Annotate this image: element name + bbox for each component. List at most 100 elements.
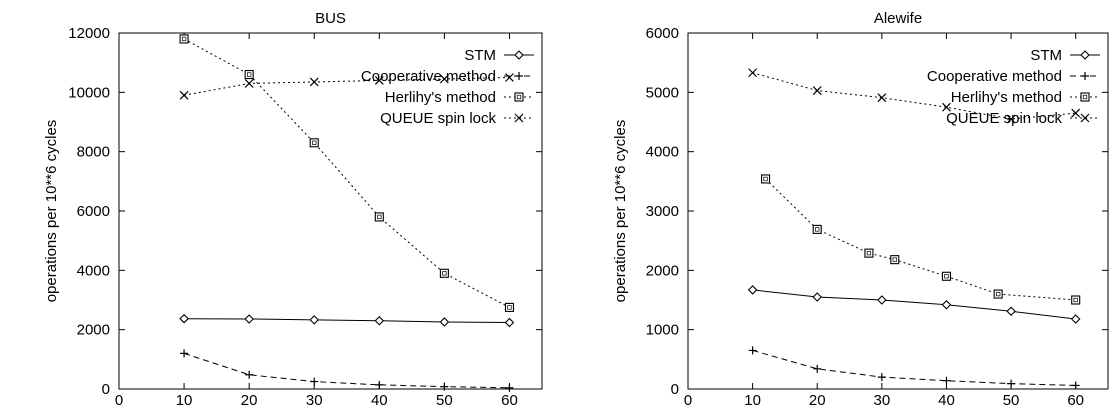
y-tick-label: 2000 bbox=[77, 322, 110, 339]
data-point bbox=[877, 295, 887, 305]
legend-label: Herlihy's method bbox=[385, 89, 496, 106]
data-point bbox=[812, 86, 822, 95]
y-tick-label: 0 bbox=[102, 381, 110, 398]
series-1 bbox=[179, 313, 515, 328]
series-line bbox=[184, 318, 510, 324]
legend-marker bbox=[1080, 50, 1090, 60]
series-4 bbox=[179, 73, 514, 100]
y-tick-label: 3000 bbox=[646, 203, 679, 220]
y-tick-label: 0 bbox=[671, 381, 679, 398]
legend: STM Cooperative method Herlihy's method QUE… bbox=[927, 47, 1100, 127]
data-point bbox=[942, 376, 951, 385]
x-tick-label: 20 bbox=[809, 392, 826, 409]
data-point bbox=[179, 313, 189, 324]
x-tick-label: 60 bbox=[501, 392, 518, 409]
x-tick-label: 50 bbox=[436, 392, 453, 409]
legend-marker bbox=[1081, 72, 1089, 80]
legend-label: QUEUE spin lock bbox=[380, 110, 496, 127]
chart-title: Alewife bbox=[874, 10, 922, 27]
y-tick-label: 10000 bbox=[68, 84, 110, 101]
legend-marker bbox=[515, 72, 523, 80]
x-tick-label: 20 bbox=[241, 392, 258, 409]
data-point bbox=[179, 90, 189, 100]
x-tick-label: 40 bbox=[371, 392, 388, 409]
legend-label: STM bbox=[1030, 47, 1062, 64]
data-point bbox=[747, 285, 758, 295]
data-point bbox=[1071, 108, 1081, 118]
data-point bbox=[813, 364, 822, 373]
data-point bbox=[1006, 306, 1016, 317]
data-point bbox=[877, 373, 886, 382]
legend-marker bbox=[1080, 113, 1090, 123]
legend-label: STM bbox=[464, 47, 496, 64]
x-tick-label: 60 bbox=[1067, 392, 1084, 409]
legend-label: Cooperative method bbox=[361, 68, 496, 85]
data-point bbox=[1071, 381, 1080, 390]
legend-marker bbox=[514, 113, 524, 123]
data-point bbox=[864, 248, 874, 258]
plot-frame bbox=[118, 32, 543, 390]
data-point bbox=[245, 370, 254, 379]
data-point bbox=[309, 77, 319, 87]
data-point bbox=[748, 346, 757, 355]
x-tick-label: 10 bbox=[176, 392, 193, 409]
data-point bbox=[375, 380, 384, 389]
y-axis-label: operations per 10**6 cycles bbox=[43, 120, 60, 303]
data-point bbox=[244, 69, 254, 80]
y-tick-label: 1000 bbox=[646, 322, 679, 339]
data-point bbox=[942, 102, 951, 112]
data-point bbox=[748, 68, 758, 78]
data-point bbox=[1071, 295, 1081, 305]
data-point bbox=[504, 317, 515, 328]
x-tick-label: 50 bbox=[1003, 392, 1020, 409]
data-point bbox=[309, 315, 320, 325]
x-tick-label: 0 bbox=[115, 392, 123, 409]
chart-title: BUS bbox=[315, 10, 346, 27]
legend-label: Cooperative method bbox=[927, 68, 1062, 85]
data-point bbox=[439, 317, 450, 327]
data-point bbox=[439, 268, 449, 278]
legend-label: QUEUE spin lock bbox=[946, 110, 1062, 127]
legend-marker bbox=[514, 50, 524, 60]
series-line bbox=[183, 352, 510, 389]
data-point bbox=[812, 292, 823, 302]
x-tick-label: 30 bbox=[306, 392, 323, 409]
legend: STM Cooperative method Herlihy's method QUE… bbox=[361, 47, 534, 127]
series-2 bbox=[180, 349, 514, 392]
y-tick-label: 6000 bbox=[646, 25, 679, 42]
series-line bbox=[752, 72, 1076, 120]
data-point bbox=[941, 271, 952, 281]
series-line bbox=[752, 289, 1076, 320]
plot-frame bbox=[687, 32, 1109, 390]
series-1 bbox=[747, 285, 1081, 324]
x-tick-label: 40 bbox=[938, 392, 955, 409]
series-3 bbox=[760, 174, 1081, 305]
chart-2: Alewife 0 10 20 30 40 50 60 0 1000 2000 3000 4000 500… bbox=[612, 10, 1109, 409]
data-point bbox=[890, 255, 900, 265]
series-3 bbox=[179, 34, 515, 312]
y-tick-label: 6000 bbox=[77, 203, 110, 220]
x-axis-label: Processors bbox=[293, 407, 368, 409]
data-point bbox=[244, 314, 254, 324]
x-tick-label: 0 bbox=[684, 392, 692, 409]
data-point bbox=[374, 76, 384, 85]
data-point bbox=[505, 73, 514, 82]
data-point bbox=[505, 383, 514, 392]
data-point bbox=[941, 299, 952, 310]
data-point bbox=[877, 93, 887, 103]
data-point bbox=[812, 224, 822, 234]
y-tick-label: 2000 bbox=[646, 262, 679, 279]
series-line bbox=[765, 178, 1076, 301]
data-point bbox=[439, 74, 449, 84]
data-point bbox=[179, 34, 189, 44]
data-point bbox=[504, 302, 515, 312]
data-point bbox=[244, 79, 254, 88]
x-tick-label: 10 bbox=[744, 392, 761, 409]
series-line bbox=[183, 77, 510, 96]
series-line bbox=[183, 38, 510, 308]
data-point bbox=[993, 289, 1003, 299]
y-tick-label: 8000 bbox=[77, 144, 110, 161]
data-point bbox=[310, 377, 319, 386]
legend-marker bbox=[514, 92, 524, 102]
legend-marker bbox=[1080, 92, 1090, 102]
